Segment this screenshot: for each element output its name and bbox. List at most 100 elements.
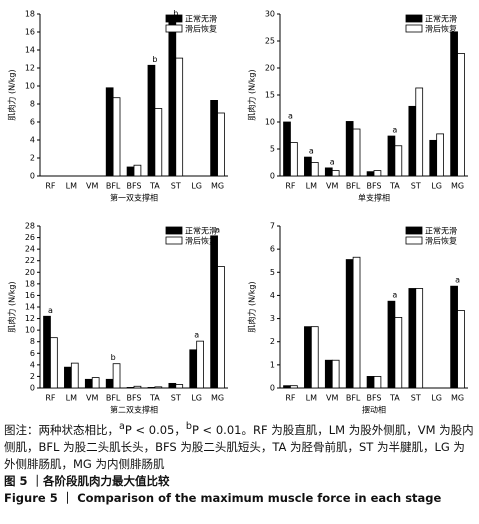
annotation: a (392, 291, 397, 300)
bar (345, 259, 354, 389)
x-tick-label: LM (306, 182, 317, 191)
bar (112, 97, 121, 177)
bar (310, 326, 319, 389)
legend-swatch (405, 236, 423, 245)
legend-label: 正常无滑 (425, 14, 457, 24)
y-tick-label: 10 (25, 82, 35, 91)
y-tick-label: 20 (25, 268, 35, 277)
y-tick-label: 0 (30, 172, 35, 181)
x-tick-label: BFL (346, 182, 361, 191)
x-tick-label: LM (66, 182, 77, 191)
x-tick-label: LG (191, 182, 202, 191)
bar (394, 317, 403, 389)
y-tick-label: 6 (270, 245, 275, 254)
figure-en: Figure 5 ｜ Comparison of the maximum mus… (4, 490, 442, 505)
bar (387, 135, 396, 177)
bar (373, 376, 382, 389)
bar (147, 64, 156, 177)
x-tick-label: RF (45, 394, 56, 403)
bar (304, 156, 312, 177)
bar (331, 170, 340, 177)
bar (373, 170, 382, 177)
legend-label: 正常无滑 (185, 14, 217, 24)
legend-label: 滑后恢复 (185, 236, 217, 246)
figure-cn: 图 5 ｜各阶段肌肉力最大值比较 (4, 473, 170, 488)
bar (112, 363, 121, 389)
bar (408, 288, 417, 389)
y-tick-label: 4 (30, 360, 35, 369)
bar (126, 166, 135, 177)
y-tick-label: 14 (25, 46, 35, 55)
y-tick-label: 0 (270, 384, 275, 393)
bar (324, 359, 333, 389)
bar (366, 171, 375, 177)
annotation: b (111, 353, 116, 362)
annotation: a (330, 157, 335, 166)
y-tick-label: 15 (265, 91, 275, 100)
x-tick-label: LG (431, 394, 442, 403)
chart: 0 5 10 15 20 25 30 肌肉力 (N/kg) 单支撑相 RF a LM a VM a BFL BF… (247, 10, 468, 203)
bar (147, 387, 156, 389)
annotation: a (215, 225, 220, 234)
note-part: b (185, 421, 192, 432)
y-tick-label: 2 (270, 337, 275, 346)
y-tick-label: 5 (270, 145, 275, 154)
x-tick-label: LG (431, 182, 442, 191)
x-tick-label: BFL (106, 182, 121, 191)
y-tick-label: 6 (30, 118, 35, 127)
bar (64, 366, 72, 389)
bar (283, 385, 291, 389)
y-axis-title: 肌肉力 (N/kg) (247, 281, 257, 332)
y-tick-label: 25 (265, 37, 275, 46)
chart: 0 2 4 6 8 10 12 14 16 18 肌肉力 (N/kg) 第一双支撑相 RF LM VM BFL… (7, 9, 228, 203)
x-tick-label: VM (326, 182, 338, 191)
note-part: P < 0.05， (124, 422, 186, 437)
y-tick-label: 20 (265, 64, 275, 73)
y-tick-label: 26 (25, 233, 35, 242)
bar (429, 139, 438, 177)
bar (70, 362, 79, 389)
annotation: b (152, 55, 157, 64)
x-tick-label: ST (411, 394, 421, 403)
y-tick-label: 16 (25, 28, 35, 37)
bar (217, 112, 225, 177)
bar (196, 340, 204, 389)
x-tick-label: TA (389, 182, 400, 191)
bar (217, 266, 225, 389)
x-tick-label: BFS (366, 182, 381, 191)
bar (210, 100, 218, 177)
bar (304, 326, 312, 389)
x-tick-label: ST (411, 182, 421, 191)
y-tick-label: 10 (265, 118, 275, 127)
y-tick-label: 14 (25, 303, 35, 312)
y-tick-label: 18 (25, 279, 35, 288)
bar (105, 378, 114, 389)
bar (175, 57, 184, 177)
bar (450, 285, 458, 389)
bar (283, 121, 291, 177)
bar (436, 133, 444, 177)
annotation: a (309, 147, 314, 156)
y-tick-label: 2 (30, 372, 35, 381)
bar (387, 300, 396, 389)
y-tick-label: 1 (270, 360, 275, 369)
bar (394, 145, 403, 177)
x-tick-label: LM (66, 394, 77, 403)
y-axis-title: 肌肉力 (N/kg) (7, 69, 17, 120)
legend-label: 滑后恢复 (425, 236, 457, 246)
y-tick-label: 22 (25, 256, 35, 265)
bar (43, 315, 51, 389)
bar (133, 385, 142, 389)
bar (105, 87, 114, 177)
y-tick-label: 3 (270, 314, 275, 323)
y-tick-label: 18 (25, 10, 35, 19)
bar (290, 385, 298, 389)
legend-swatch (405, 24, 423, 33)
bar (290, 142, 298, 177)
bar (175, 384, 184, 389)
bar (310, 162, 319, 177)
annotation: a (48, 306, 53, 315)
y-tick-label: 6 (30, 349, 35, 358)
y-tick-label: 10 (25, 326, 35, 335)
